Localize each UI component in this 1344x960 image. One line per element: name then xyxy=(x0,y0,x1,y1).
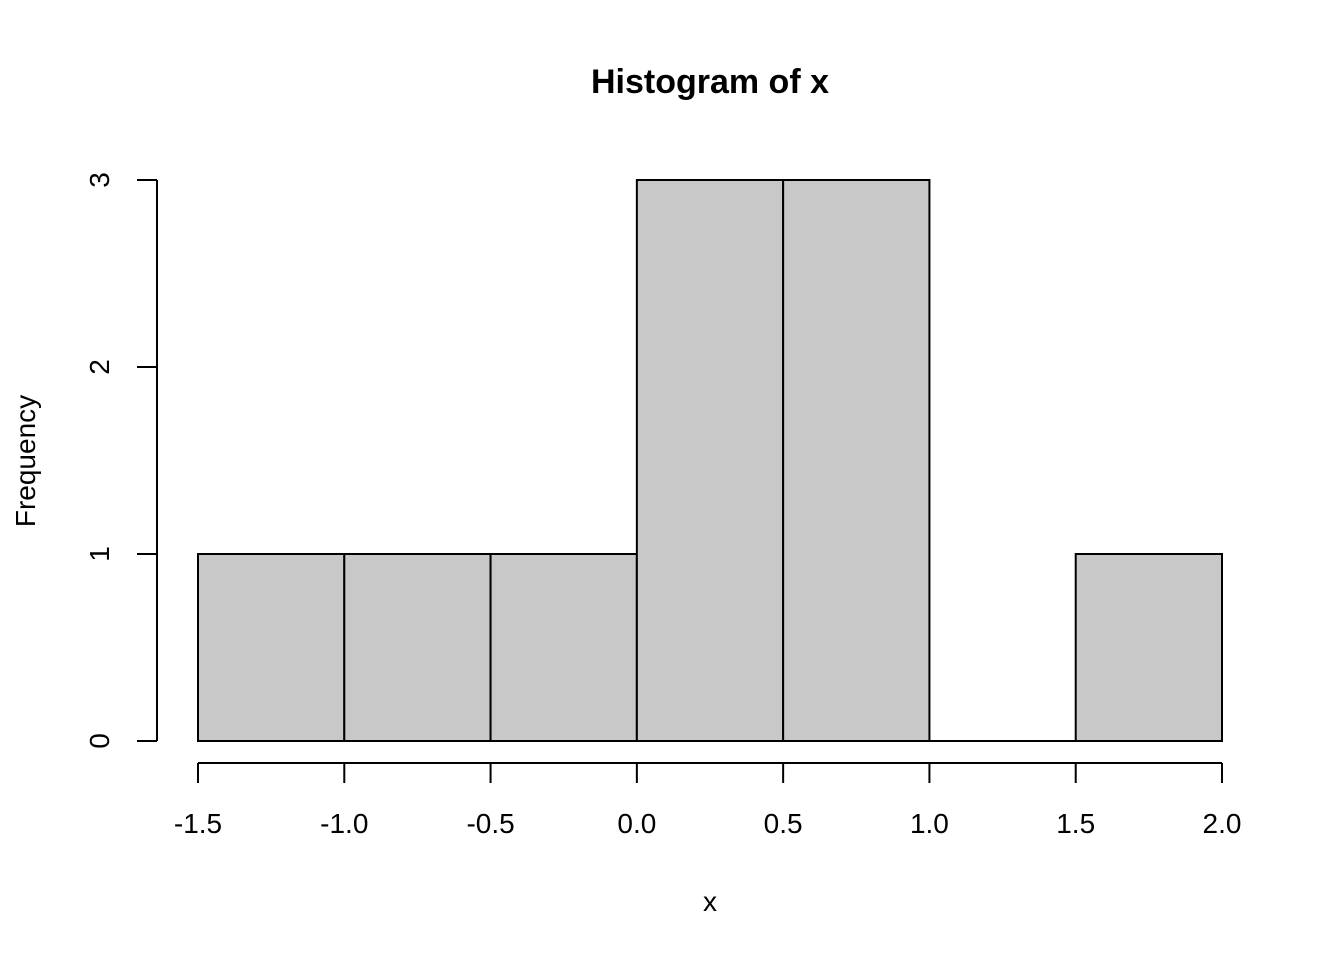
x-tick-label: 0.5 xyxy=(764,808,803,839)
y-axis: 0 1 2 3 xyxy=(84,172,158,749)
x-axis: -1.5 -1.0 -0.5 0.0 0.5 1.0 1.5 2.0 xyxy=(174,762,1242,839)
x-tick-label: 1.0 xyxy=(910,808,949,839)
histogram-bar-3 xyxy=(635,179,785,742)
y-tick-label: 1 xyxy=(84,546,115,562)
x-tick-label: -0.5 xyxy=(466,808,514,839)
x-tick-label: 1.5 xyxy=(1056,808,1095,839)
x-axis-label: x xyxy=(703,886,717,917)
y-tick-label: 3 xyxy=(84,172,115,188)
x-tick-label: -1.5 xyxy=(174,808,222,839)
y-tick-label: 2 xyxy=(84,359,115,375)
y-tick-label: 0 xyxy=(84,733,115,749)
histogram-bar-1 xyxy=(343,553,492,742)
histogram-bar-2 xyxy=(489,553,638,742)
y-axis-label: Frequency xyxy=(10,395,41,527)
x-tick-label: 2.0 xyxy=(1203,808,1242,839)
x-tick-label: 0.0 xyxy=(617,808,656,839)
histogram-bar-0 xyxy=(197,553,346,742)
x-tick-label: -1.0 xyxy=(320,808,368,839)
histogram-bar-4 xyxy=(782,179,931,742)
histogram-bar-6 xyxy=(1074,553,1223,742)
bars-group xyxy=(197,179,1223,742)
chart-title: Histogram of x xyxy=(591,63,829,101)
